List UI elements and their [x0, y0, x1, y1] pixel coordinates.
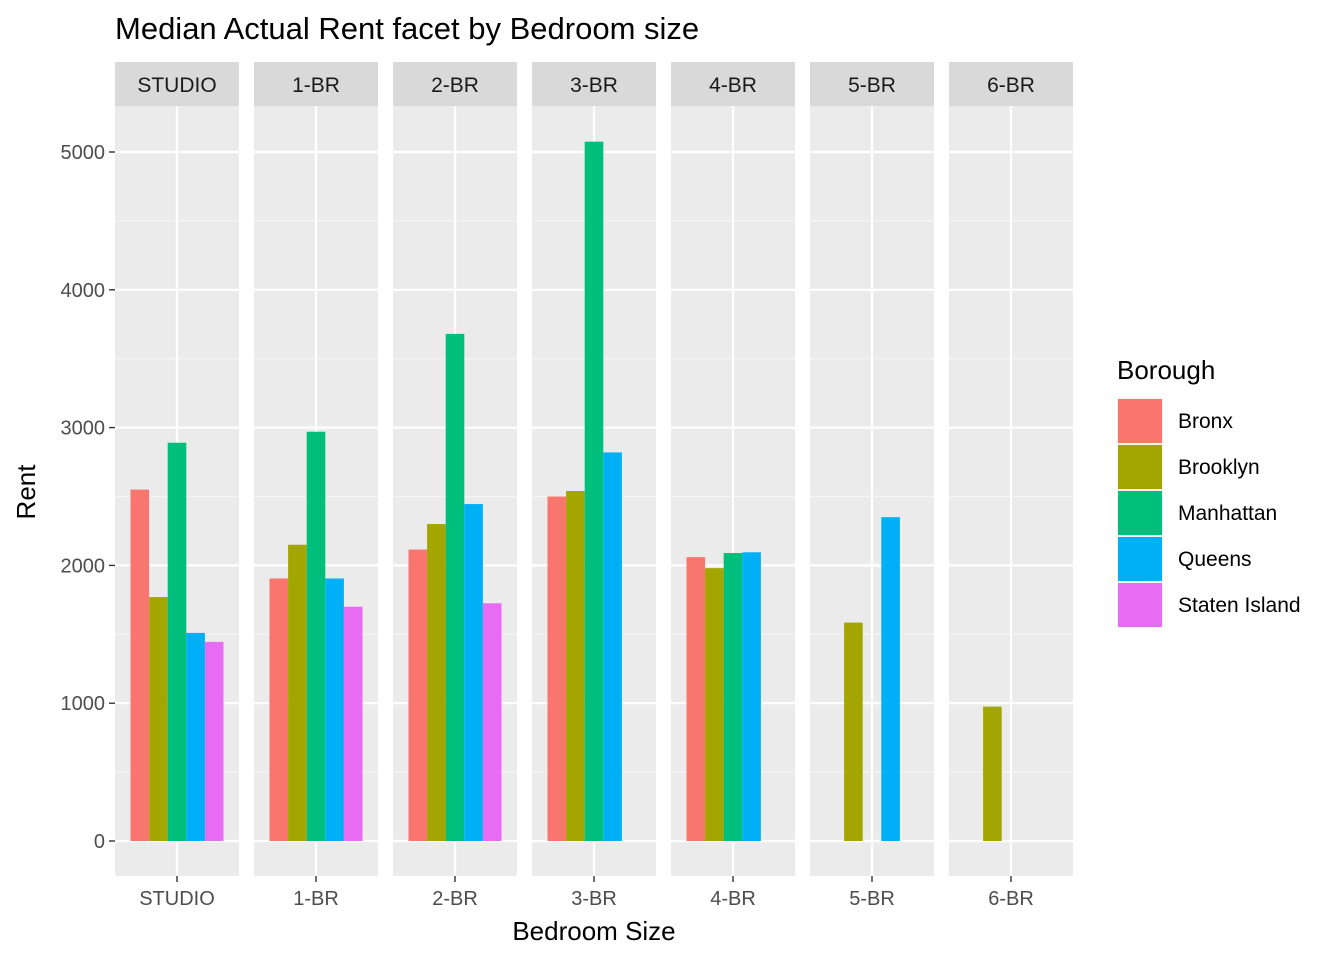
bar-brooklyn-6-br — [983, 706, 1002, 841]
bar-queens-4-br — [742, 552, 761, 841]
facet-strip-label: STUDIO — [137, 74, 216, 97]
y-tick-label: 2000 — [61, 555, 106, 577]
x-tick-label: 5-BR — [849, 888, 895, 910]
x-tick-label: 3-BR — [571, 888, 617, 910]
bar-manhattan-4-br — [723, 552, 743, 841]
x-tick-label: 6-BR — [988, 888, 1034, 910]
chart-title: Median Actual Rent facet by Bedroom size — [115, 11, 699, 46]
facet-studio: STUDIO STUDIO — [115, 62, 239, 910]
facet-strip — [671, 62, 795, 106]
bar-bronx-studio — [130, 489, 150, 841]
legend-swatch — [1118, 583, 1162, 627]
bar-brooklyn-3-br — [566, 490, 585, 841]
facet-strip-label: 1-BR — [292, 74, 340, 97]
bar-bronx-3-br — [547, 496, 567, 841]
legend-label: Bronx — [1178, 410, 1233, 433]
bar-queens-studio — [186, 632, 205, 841]
x-tick-label: STUDIO — [139, 888, 215, 910]
legend-swatch — [1118, 399, 1162, 443]
facet-strip-label: 5-BR — [848, 74, 896, 97]
legend: Borough Bronx Brooklyn Manhattan Queens Stat… — [1117, 355, 1301, 628]
y-tick-label: 4000 — [61, 280, 106, 302]
legend-label: Manhattan — [1178, 502, 1277, 525]
bar-queens-1-br — [325, 578, 344, 841]
y-tick-label: 0 — [94, 831, 105, 853]
facet-panels: STUDIO STUDIO 1-BR 1-BR 2-BR 2-BR 3-BR 3-BR 4-BR… — [115, 62, 1073, 910]
bar-queens-3-br — [603, 452, 622, 841]
facet-strip — [949, 62, 1073, 106]
facet-strip — [532, 62, 656, 106]
bar-brooklyn-studio — [149, 597, 168, 841]
facet-strip-label: 3-BR — [570, 74, 618, 97]
legend-item-brooklyn: Brooklyn — [1117, 444, 1260, 490]
x-tick-label: 2-BR — [432, 888, 478, 910]
bar-brooklyn-4-br — [705, 568, 724, 841]
facet-strip — [810, 62, 934, 106]
facet-strip — [254, 62, 378, 106]
facet-5-br: 5-BR 5-BR — [810, 62, 934, 910]
bar-queens-5-br — [881, 517, 900, 841]
legend-label: Brooklyn — [1178, 456, 1260, 479]
y-axis-title: Rent — [11, 464, 41, 520]
legend-label: Queens — [1178, 548, 1252, 571]
legend-item-staten-island: Staten Island — [1117, 582, 1301, 628]
bar-manhattan-2-br — [445, 333, 465, 841]
facet-1-br: 1-BR 1-BR — [254, 62, 378, 910]
legend-swatch — [1118, 537, 1162, 581]
x-axis-title: Bedroom Size — [512, 916, 675, 946]
facet-strip — [393, 62, 517, 106]
facet-strip-label: 2-BR — [431, 74, 479, 97]
bar-staten-island-1-br — [343, 606, 363, 841]
y-tick-label: 5000 — [61, 142, 106, 164]
legend-item-bronx: Bronx — [1117, 398, 1233, 444]
bar-brooklyn-1-br — [288, 544, 307, 841]
legend-swatch — [1118, 445, 1162, 489]
bar-manhattan-1-br — [306, 431, 326, 841]
legend-item-queens: Queens — [1117, 536, 1252, 582]
facet-strip-label: 4-BR — [709, 74, 757, 97]
bar-staten-island-studio — [204, 641, 224, 841]
facet-strip — [115, 62, 239, 106]
x-tick-label: 4-BR — [710, 888, 756, 910]
facet-2-br: 2-BR 2-BR — [393, 62, 517, 910]
bar-bronx-4-br — [686, 557, 706, 841]
facet-strip-label: 6-BR — [987, 74, 1035, 97]
legend-label: Staten Island — [1178, 594, 1301, 617]
bar-manhattan-studio — [167, 442, 187, 841]
bar-brooklyn-5-br — [844, 622, 863, 841]
x-tick-label: 1-BR — [293, 888, 339, 910]
facet-6-br: 6-BR 6-BR — [949, 62, 1073, 910]
bar-brooklyn-2-br — [427, 524, 446, 841]
y-tick-label: 1000 — [61, 693, 106, 715]
bar-manhattan-3-br — [584, 141, 604, 842]
bar-bronx-2-br — [408, 549, 428, 841]
bar-staten-island-2-br — [482, 603, 502, 841]
bar-bronx-1-br — [269, 578, 289, 841]
facet-3-br: 3-BR 3-BR — [532, 62, 656, 910]
facet-4-br: 4-BR 4-BR — [671, 62, 795, 910]
legend-item-manhattan: Manhattan — [1117, 490, 1277, 536]
legend-title: Borough — [1117, 355, 1215, 385]
legend-swatch — [1118, 491, 1162, 535]
bar-queens-2-br — [464, 504, 483, 841]
y-tick-label: 3000 — [61, 418, 106, 440]
y-axis: 0 1000 2000 3000 4000 5000 — [61, 142, 115, 853]
